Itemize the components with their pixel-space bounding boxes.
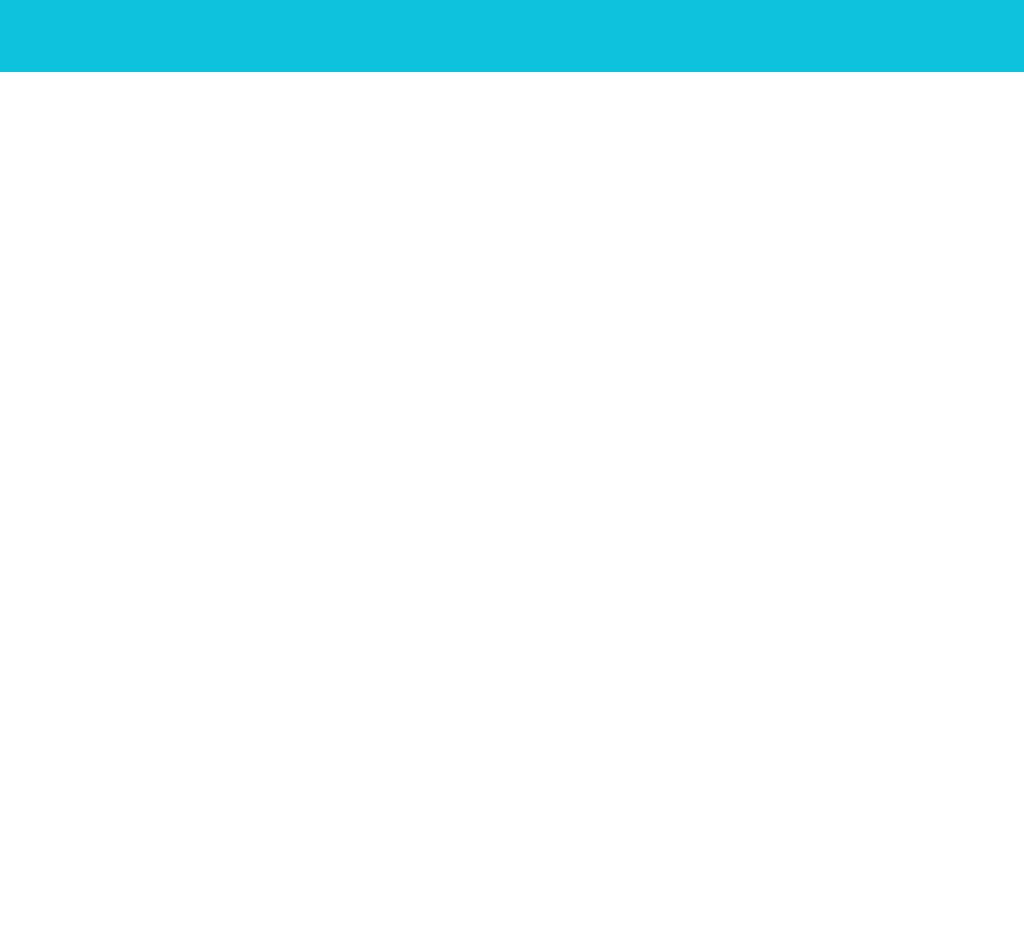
chart-block-cuenta-simulado: [0, 680, 1024, 860]
pie-card-alumnos-positivo-negativo: [683, 72, 1024, 377]
legend-item-real[interactable]: [469, 94, 505, 105]
legend-swatch-cuenta-simulado: [496, 687, 522, 697]
pie-legend-3: [683, 92, 1024, 106]
legend-item-simulado[interactable]: [519, 94, 555, 105]
legend-swatch-positivos-alumnos: [810, 94, 840, 105]
pie-legend-1: [0, 92, 341, 106]
pie-card-alumnos-real-simulado: [341, 72, 682, 377]
legend-swatch-negativos-alumnos: [860, 94, 890, 105]
legend-swatch-simulado: [519, 94, 549, 105]
legend-item-positivos[interactable]: [128, 94, 164, 105]
pie-charts-row: [0, 72, 1024, 377]
legend-item-negativos-alumnos[interactable]: [860, 94, 896, 105]
chart-frame-simulado: [0, 684, 1024, 860]
legend-swatch-negativos: [178, 94, 208, 105]
legend-swatch-positivos: [128, 94, 158, 105]
legend-item-negativos[interactable]: [178, 94, 214, 105]
pie-legend-2: [341, 92, 682, 106]
y-axis-ticks-simulado: [0, 700, 52, 860]
chart-frame-real: [0, 396, 1024, 587]
legend-swatch-cuenta-real: [496, 399, 522, 409]
legend-item-positivos-alumnos[interactable]: [810, 94, 846, 105]
chart-legend-real: [0, 396, 1024, 412]
y-axis-ticks-real: [0, 412, 52, 587]
pie-card-trades-positivos-negativos: [0, 72, 341, 377]
plot-area-cuenta-simulado[interactable]: [0, 700, 1024, 860]
legend-swatch-real: [469, 94, 499, 105]
app-header: [0, 0, 1024, 72]
chart-legend-simulado: [0, 684, 1024, 700]
chart-block-cuenta-real: [0, 392, 1024, 587]
plot-area-cuenta-real[interactable]: [0, 412, 1024, 587]
